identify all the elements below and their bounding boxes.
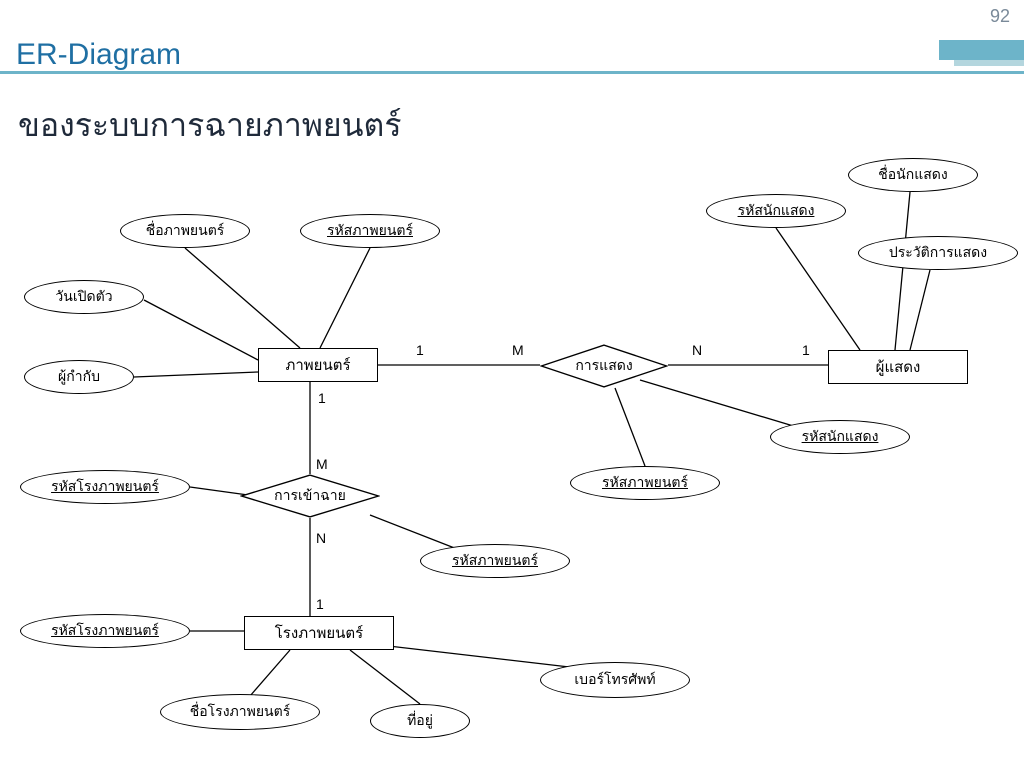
relationship-acting: การแสดง (540, 344, 668, 388)
cardinality-c3: N (692, 342, 702, 358)
attribute-cinema_id2: รหัสโรงภาพยนตร์ (20, 614, 190, 648)
cardinality-c1: 1 (416, 342, 424, 358)
attribute-phone: เบอร์โทรศัพท์ (540, 662, 690, 698)
attribute-history: ประวัติการแสดง (858, 236, 1018, 270)
cardinality-c4: 1 (802, 342, 810, 358)
cardinality-c8: 1 (316, 596, 324, 612)
entity-movie: ภาพยนตร์ (258, 348, 378, 382)
cardinality-c5: 1 (318, 390, 326, 406)
er-diagram-canvas: ภาพยนตร์ ผู้แสดงโรงภาพยนตร์ การแสดงการเข้า… (0, 0, 1024, 768)
attribute-acting_mid: รหัสภาพยนตร์ (570, 466, 720, 500)
attribute-actor_name: ชื่อนักแสดง (848, 158, 978, 192)
entity-cinema: โรงภาพยนตร์ (244, 616, 394, 650)
cardinality-c7: N (316, 530, 326, 546)
relationship-showing: การเข้าฉาย (240, 474, 380, 518)
attribute-actor_id: รหัสนักแสดง (706, 194, 846, 228)
cardinality-c6: M (316, 456, 328, 472)
attribute-cinema_id1: รหัสโรงภาพยนตร์ (20, 470, 190, 504)
attribute-release: วันเปิดตัว (24, 280, 144, 314)
cardinality-c2: M (512, 342, 524, 358)
attribute-cinema_name: ชื่อโรงภาพยนตร์ (160, 694, 320, 730)
attribute-director: ผู้กำกับ (24, 360, 134, 394)
attribute-rel_movie_id: รหัสภาพยนตร์ (420, 544, 570, 578)
attribute-acting_aid: รหัสนักแสดง (770, 420, 910, 454)
attribute-address: ที่อยู่ (370, 704, 470, 738)
attribute-movie_name: ชื่อภาพยนตร์ (120, 214, 250, 248)
attribute-movie_id: รหัสภาพยนตร์ (300, 214, 440, 248)
edge-layer (0, 0, 1024, 768)
entity-actor: ผู้แสดง (828, 350, 968, 384)
